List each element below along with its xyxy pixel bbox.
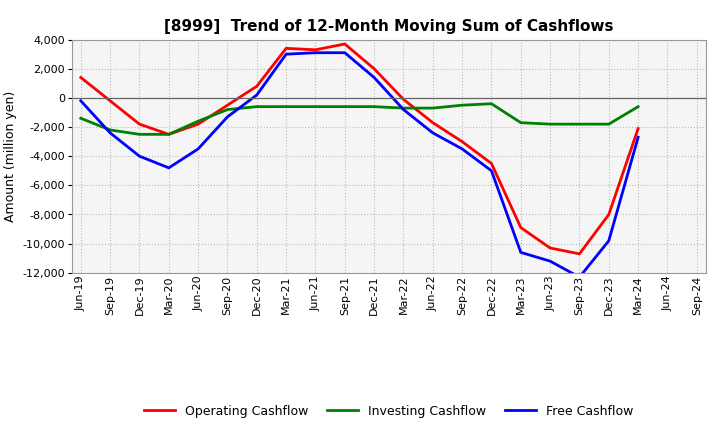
Free Cashflow: [487, 168, 496, 173]
Operating Cashflow: [311, 47, 320, 52]
Line: Operating Cashflow: Operating Cashflow: [81, 44, 638, 254]
Free Cashflow: [428, 130, 437, 136]
Free Cashflow: [164, 165, 173, 170]
Investing Cashflow: [223, 107, 232, 112]
Line: Free Cashflow: Free Cashflow: [81, 53, 638, 277]
Operating Cashflow: [223, 103, 232, 108]
Operating Cashflow: [164, 132, 173, 137]
Investing Cashflow: [634, 104, 642, 109]
Operating Cashflow: [634, 126, 642, 131]
Operating Cashflow: [76, 75, 85, 80]
Free Cashflow: [546, 258, 554, 264]
Y-axis label: Amount (million yen): Amount (million yen): [4, 91, 17, 222]
Investing Cashflow: [428, 106, 437, 111]
Operating Cashflow: [282, 46, 290, 51]
Free Cashflow: [575, 275, 584, 280]
Investing Cashflow: [341, 104, 349, 109]
Operating Cashflow: [575, 251, 584, 257]
Investing Cashflow: [399, 106, 408, 111]
Operating Cashflow: [428, 120, 437, 125]
Investing Cashflow: [487, 101, 496, 106]
Operating Cashflow: [605, 212, 613, 217]
Investing Cashflow: [76, 116, 85, 121]
Operating Cashflow: [546, 246, 554, 251]
Operating Cashflow: [253, 84, 261, 89]
Investing Cashflow: [135, 132, 144, 137]
Operating Cashflow: [487, 161, 496, 166]
Free Cashflow: [605, 238, 613, 243]
Free Cashflow: [253, 92, 261, 98]
Free Cashflow: [399, 107, 408, 112]
Free Cashflow: [223, 114, 232, 120]
Free Cashflow: [458, 146, 467, 151]
Operating Cashflow: [370, 66, 379, 71]
Free Cashflow: [76, 98, 85, 103]
Investing Cashflow: [516, 120, 525, 125]
Operating Cashflow: [516, 225, 525, 230]
Investing Cashflow: [370, 104, 379, 109]
Operating Cashflow: [458, 139, 467, 144]
Title: [8999]  Trend of 12-Month Moving Sum of Cashflows: [8999] Trend of 12-Month Moving Sum of C…: [164, 19, 613, 34]
Operating Cashflow: [341, 41, 349, 47]
Free Cashflow: [311, 50, 320, 55]
Investing Cashflow: [575, 121, 584, 127]
Free Cashflow: [634, 135, 642, 140]
Investing Cashflow: [282, 104, 290, 109]
Free Cashflow: [194, 146, 202, 151]
Free Cashflow: [282, 51, 290, 57]
Operating Cashflow: [106, 98, 114, 103]
Investing Cashflow: [253, 104, 261, 109]
Investing Cashflow: [164, 132, 173, 137]
Investing Cashflow: [546, 121, 554, 127]
Operating Cashflow: [399, 97, 408, 102]
Legend: Operating Cashflow, Investing Cashflow, Free Cashflow: Operating Cashflow, Investing Cashflow, …: [139, 400, 639, 423]
Investing Cashflow: [194, 118, 202, 124]
Free Cashflow: [106, 130, 114, 136]
Free Cashflow: [341, 50, 349, 55]
Free Cashflow: [516, 250, 525, 255]
Operating Cashflow: [135, 121, 144, 127]
Investing Cashflow: [106, 127, 114, 132]
Free Cashflow: [135, 154, 144, 159]
Free Cashflow: [370, 75, 379, 80]
Operating Cashflow: [194, 121, 202, 127]
Line: Investing Cashflow: Investing Cashflow: [81, 104, 638, 134]
Investing Cashflow: [605, 121, 613, 127]
Investing Cashflow: [311, 104, 320, 109]
Investing Cashflow: [458, 103, 467, 108]
